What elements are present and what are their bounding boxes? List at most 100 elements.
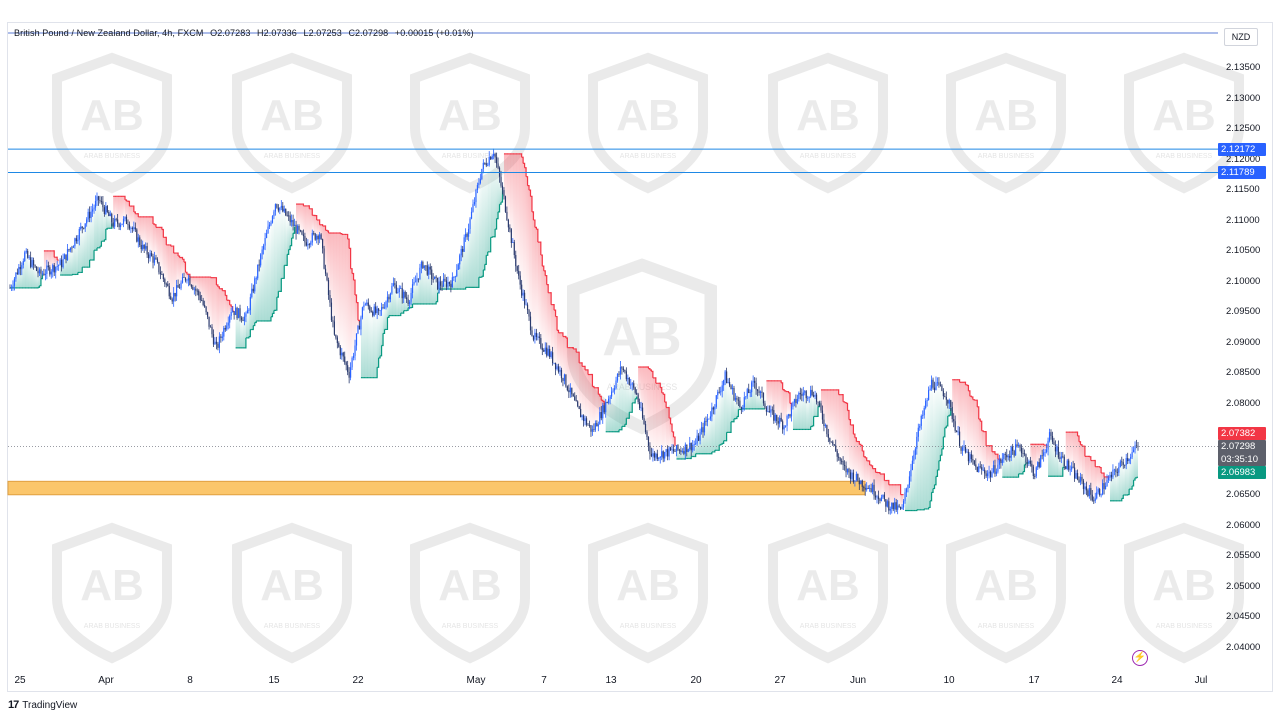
candle-body <box>665 449 667 452</box>
candle-body <box>18 266 20 274</box>
trail-fill <box>813 394 816 417</box>
trail-fill <box>767 380 770 413</box>
candle-body <box>518 270 520 276</box>
trail-fill <box>921 415 923 510</box>
candle-body <box>521 284 523 296</box>
candle-body <box>376 308 378 314</box>
candle-body <box>770 409 772 413</box>
trail-fill <box>834 389 836 452</box>
trail-fill <box>719 391 721 445</box>
trail-fill <box>623 370 625 427</box>
candle-body <box>324 268 327 274</box>
candle-body <box>217 343 219 348</box>
candle-body <box>979 466 981 468</box>
trail-line <box>1102 472 1105 477</box>
candle-body <box>344 356 346 363</box>
trail-fill <box>708 416 711 454</box>
candle-body <box>821 410 824 420</box>
candle-body <box>790 406 793 417</box>
candle-body <box>1115 469 1117 472</box>
candle-body <box>1122 462 1124 465</box>
trail-fill <box>1121 462 1124 499</box>
trail-fill <box>108 213 111 229</box>
trail-line <box>654 377 657 384</box>
trail-line <box>882 473 885 481</box>
trail-fill <box>332 233 335 335</box>
candle-body <box>1051 436 1054 442</box>
candle-body <box>1125 458 1127 466</box>
candle-body <box>540 337 542 348</box>
trail-line <box>99 241 103 247</box>
trail-fill <box>163 237 165 284</box>
trail-fill <box>511 153 513 243</box>
trail-fill <box>775 380 777 422</box>
candle-body <box>301 230 303 235</box>
candle-body <box>504 196 507 212</box>
candle-body <box>603 405 605 413</box>
currency-button[interactable]: NZD <box>1224 28 1258 46</box>
trail-fill <box>725 371 727 441</box>
candle-body <box>889 508 891 511</box>
candle-body <box>375 306 377 314</box>
trail-line <box>533 219 536 228</box>
candle-body <box>815 394 818 402</box>
candle-body <box>47 265 49 268</box>
trail-fill <box>76 239 78 275</box>
candle-body <box>779 417 781 424</box>
candle-body <box>398 288 400 292</box>
candle-body <box>774 414 776 421</box>
candle-body <box>880 497 883 501</box>
candle-body <box>15 272 17 279</box>
trail-fill <box>848 419 851 479</box>
candle-body <box>978 466 980 473</box>
candle-body <box>932 379 934 388</box>
candle-body <box>876 496 878 498</box>
trail-fill <box>240 317 242 348</box>
trail-fill <box>1076 432 1078 480</box>
trailing-stop-layer <box>10 153 1138 512</box>
candle-body <box>59 259 61 266</box>
candle-body <box>535 332 537 337</box>
trail-fill <box>164 237 167 284</box>
trail-line <box>667 406 670 419</box>
candle-body <box>1022 453 1024 455</box>
candle-body <box>662 451 664 459</box>
candle-body <box>543 350 545 352</box>
candle-body <box>320 234 322 240</box>
candle-body <box>444 278 446 281</box>
trail-fill <box>99 201 102 247</box>
candle-body <box>849 472 852 479</box>
candle-body <box>677 445 679 450</box>
candle-body <box>1053 441 1055 445</box>
x-tick-label: Jun <box>849 675 867 686</box>
candle-body <box>111 213 113 223</box>
trail-fill <box>306 205 308 246</box>
trail-fill <box>720 385 723 445</box>
trail-fill <box>33 265 36 288</box>
candle-body <box>1075 473 1077 479</box>
trail-fill <box>343 234 345 363</box>
candle-body <box>726 371 728 384</box>
candle-body <box>771 409 773 411</box>
lightning-icon[interactable]: ⚡ <box>1132 650 1148 666</box>
candle-body <box>506 211 508 221</box>
trail-line <box>406 307 409 311</box>
candle-body <box>296 226 299 234</box>
trail-line <box>217 286 220 289</box>
legend-open: O2.07283 <box>210 28 251 38</box>
trail-line <box>223 290 226 296</box>
candle-body <box>656 453 658 459</box>
trail-fill <box>977 406 979 473</box>
trail-fill <box>225 295 227 330</box>
candle-body <box>546 347 548 356</box>
candle-body <box>910 469 912 477</box>
candle-body <box>580 408 582 418</box>
candle-body <box>587 424 589 426</box>
candle-body <box>987 473 989 477</box>
candle-body <box>581 415 583 418</box>
candle-body <box>68 249 70 251</box>
candle-body <box>319 234 321 240</box>
candle-body <box>360 317 362 330</box>
trail-fill <box>523 163 525 305</box>
